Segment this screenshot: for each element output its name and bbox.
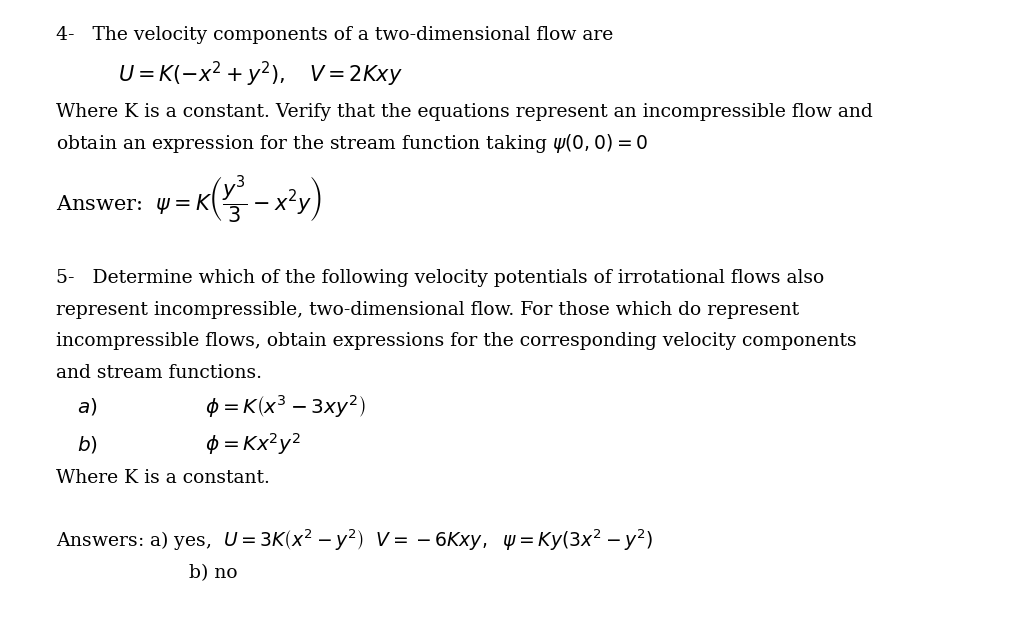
Text: $U = K(-x^2 + y^2),$   $V = 2Kxy$: $U = K(-x^2 + y^2),$ $V = 2Kxy$ bbox=[118, 60, 402, 89]
Text: b) no: b) no bbox=[189, 564, 238, 582]
Text: $a)$: $a)$ bbox=[77, 396, 97, 417]
Text: obtain an expression for the stream function taking $\psi(0,0) = 0$: obtain an expression for the stream func… bbox=[56, 132, 648, 154]
Text: represent incompressible, two-dimensional flow. For those which do represent: represent incompressible, two-dimensiona… bbox=[56, 301, 800, 319]
Text: $\phi = K\left(x^3 - 3xy^2\right)$: $\phi = K\left(x^3 - 3xy^2\right)$ bbox=[205, 393, 366, 420]
Text: and stream functions.: and stream functions. bbox=[56, 364, 262, 382]
Text: $\phi = Kx^2 y^2$: $\phi = Kx^2 y^2$ bbox=[205, 431, 301, 457]
Text: incompressible flows, obtain expressions for the corresponding velocity componen: incompressible flows, obtain expressions… bbox=[56, 333, 857, 350]
Text: $b)$: $b)$ bbox=[77, 433, 97, 455]
Text: Answer:  $\psi = K\left(\dfrac{y^3}{3} - x^2 y\right)$: Answer: $\psi = K\left(\dfrac{y^3}{3} - … bbox=[56, 175, 323, 226]
Text: 5-   Determine which of the following velocity potentials of irrotational flows : 5- Determine which of the following velo… bbox=[56, 270, 824, 287]
Text: 4-   The velocity components of a two-dimensional flow are: 4- The velocity components of a two-dime… bbox=[56, 26, 613, 43]
Text: Where K is a constant.: Where K is a constant. bbox=[56, 469, 270, 486]
Text: Answers: a) yes,  $U = 3K\left(x^2 - y^2\right)$  $V = -6Kxy,$  $\psi = Ky(3x^2 : Answers: a) yes, $U = 3K\left(x^2 - y^2\… bbox=[56, 528, 653, 553]
Text: Where K is a constant. Verify that the equations represent an incompressible flo: Where K is a constant. Verify that the e… bbox=[56, 103, 873, 121]
